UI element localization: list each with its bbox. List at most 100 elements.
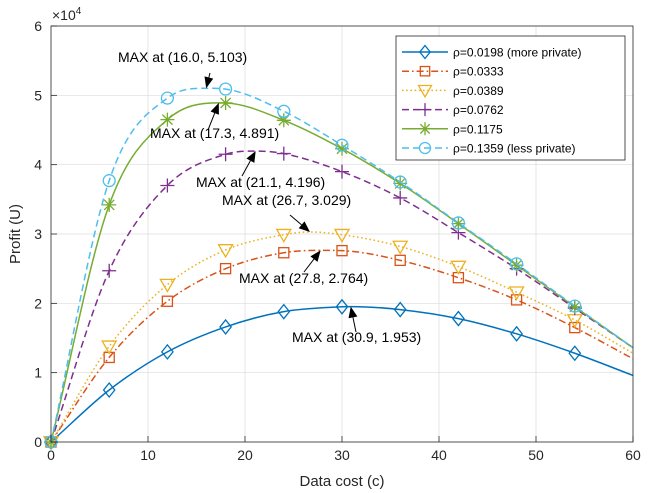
annotation-label: MAX at (27.8, 2.764) <box>239 270 368 286</box>
legend-box <box>395 35 626 161</box>
square-marker <box>219 262 232 275</box>
circle-marker <box>451 216 465 230</box>
diamond-marker <box>393 301 407 318</box>
y-tick-label: 4 <box>34 157 42 173</box>
data-point <box>509 258 524 273</box>
legend-label: ρ=0.1359 (less private) <box>453 142 576 156</box>
square-marker <box>336 244 348 257</box>
series-6 <box>44 82 634 449</box>
plus-marker <box>418 103 432 117</box>
asterisk-marker <box>567 299 582 314</box>
legend-entry: ρ=0.0389 <box>402 84 504 99</box>
data-point <box>567 299 582 314</box>
diamond-marker <box>219 318 233 335</box>
plus-marker <box>393 190 408 205</box>
data-point <box>102 381 116 399</box>
annotation-arrow-head <box>348 306 358 319</box>
data-point <box>509 257 524 271</box>
y-tick-label: 6 <box>34 18 42 34</box>
y-tick-label: 1 <box>34 365 42 381</box>
annotation-label: MAX at (26.7, 3.029) <box>222 192 351 208</box>
data-point <box>276 146 291 161</box>
data-point <box>276 113 291 128</box>
plus-marker <box>160 178 175 193</box>
circle-marker <box>219 82 233 96</box>
max-annotation: MAX at (17.3, 4.891) <box>150 102 279 141</box>
data-point <box>569 321 581 334</box>
data-point <box>219 318 233 335</box>
max-annotation: MAX at (30.9, 1.953) <box>292 306 421 345</box>
annotation-arrow-head <box>310 250 321 262</box>
circle-marker <box>568 299 582 313</box>
y-tick-label: 3 <box>34 226 42 242</box>
data-point <box>278 247 290 259</box>
data-point <box>451 216 466 231</box>
data-point <box>333 228 351 244</box>
max-annotations: MAX at (16.0, 5.103) MAX at (17.3, 4.891)… <box>118 49 421 345</box>
data-point <box>393 190 408 205</box>
data-point <box>335 298 349 315</box>
data-point <box>219 262 232 275</box>
square-marker <box>569 321 581 334</box>
annotation-arrow-head <box>204 76 214 89</box>
data-point <box>219 82 233 96</box>
x-tick-label: 20 <box>237 447 253 463</box>
annotation-arrow-shaft <box>208 72 211 78</box>
triangle-marker <box>275 228 292 244</box>
plus-marker <box>335 164 349 179</box>
plus-marker <box>276 146 291 161</box>
diamond-marker <box>568 345 582 362</box>
y-axis-title: Profit (U) <box>7 204 24 264</box>
data-point <box>102 263 117 278</box>
annotation-arrow-shaft <box>352 317 357 333</box>
annotation-label: MAX at (16.0, 5.103) <box>118 49 247 65</box>
annotation-arrow-head <box>298 221 310 232</box>
data-point <box>217 244 234 259</box>
data-point <box>510 325 524 342</box>
asterisk-marker <box>451 216 466 231</box>
legend-entry: ρ=0.0762 <box>402 103 504 117</box>
data-point <box>451 216 465 230</box>
circle-marker <box>160 91 174 105</box>
series-line <box>50 305 634 443</box>
square-marker <box>394 254 406 267</box>
y-exponent-base: ×10 <box>52 7 76 23</box>
series-line <box>50 150 634 443</box>
annotation-label: MAX at (21.1, 4.196) <box>196 174 325 190</box>
triangle-marker <box>333 228 351 244</box>
data-point <box>508 286 525 301</box>
annotation-arrow-shaft <box>207 112 216 131</box>
y-exponent-power: 4 <box>76 6 82 17</box>
data-point <box>160 112 175 127</box>
legend-entry: ρ=0.0198 (more private) <box>402 44 582 60</box>
max-annotation: MAX at (27.8, 2.764) <box>239 250 368 286</box>
data-point <box>568 345 582 362</box>
asterisk-marker <box>276 113 291 128</box>
data-point <box>336 244 348 257</box>
annotation-label: MAX at (17.3, 4.891) <box>150 125 279 141</box>
asterisk-marker <box>160 112 175 127</box>
data-point <box>335 141 349 156</box>
x-tick-label: 50 <box>528 447 544 463</box>
data-point <box>277 303 291 320</box>
triangle-marker <box>101 340 118 355</box>
data-point <box>161 295 174 307</box>
legend-entry: ρ=0.1359 (less private) <box>402 142 576 156</box>
x-tick-label: 10 <box>140 447 156 463</box>
data-point <box>160 91 174 105</box>
square-marker <box>419 65 431 77</box>
data-point <box>101 340 118 355</box>
data-point <box>275 228 292 244</box>
data-point <box>510 294 523 306</box>
legend-entry: ρ=0.0333 <box>402 65 504 79</box>
y-exponent-label: ×104 <box>52 6 82 23</box>
asterisk-marker <box>102 197 117 212</box>
data-point <box>568 299 582 313</box>
y-tick-label: 0 <box>34 434 42 450</box>
x-tick-label: 40 <box>431 447 447 463</box>
square-marker <box>161 295 174 307</box>
data-point <box>102 174 116 188</box>
circle-marker <box>277 104 291 118</box>
diamond-marker <box>451 310 465 327</box>
y-tick-label: 5 <box>34 87 42 103</box>
